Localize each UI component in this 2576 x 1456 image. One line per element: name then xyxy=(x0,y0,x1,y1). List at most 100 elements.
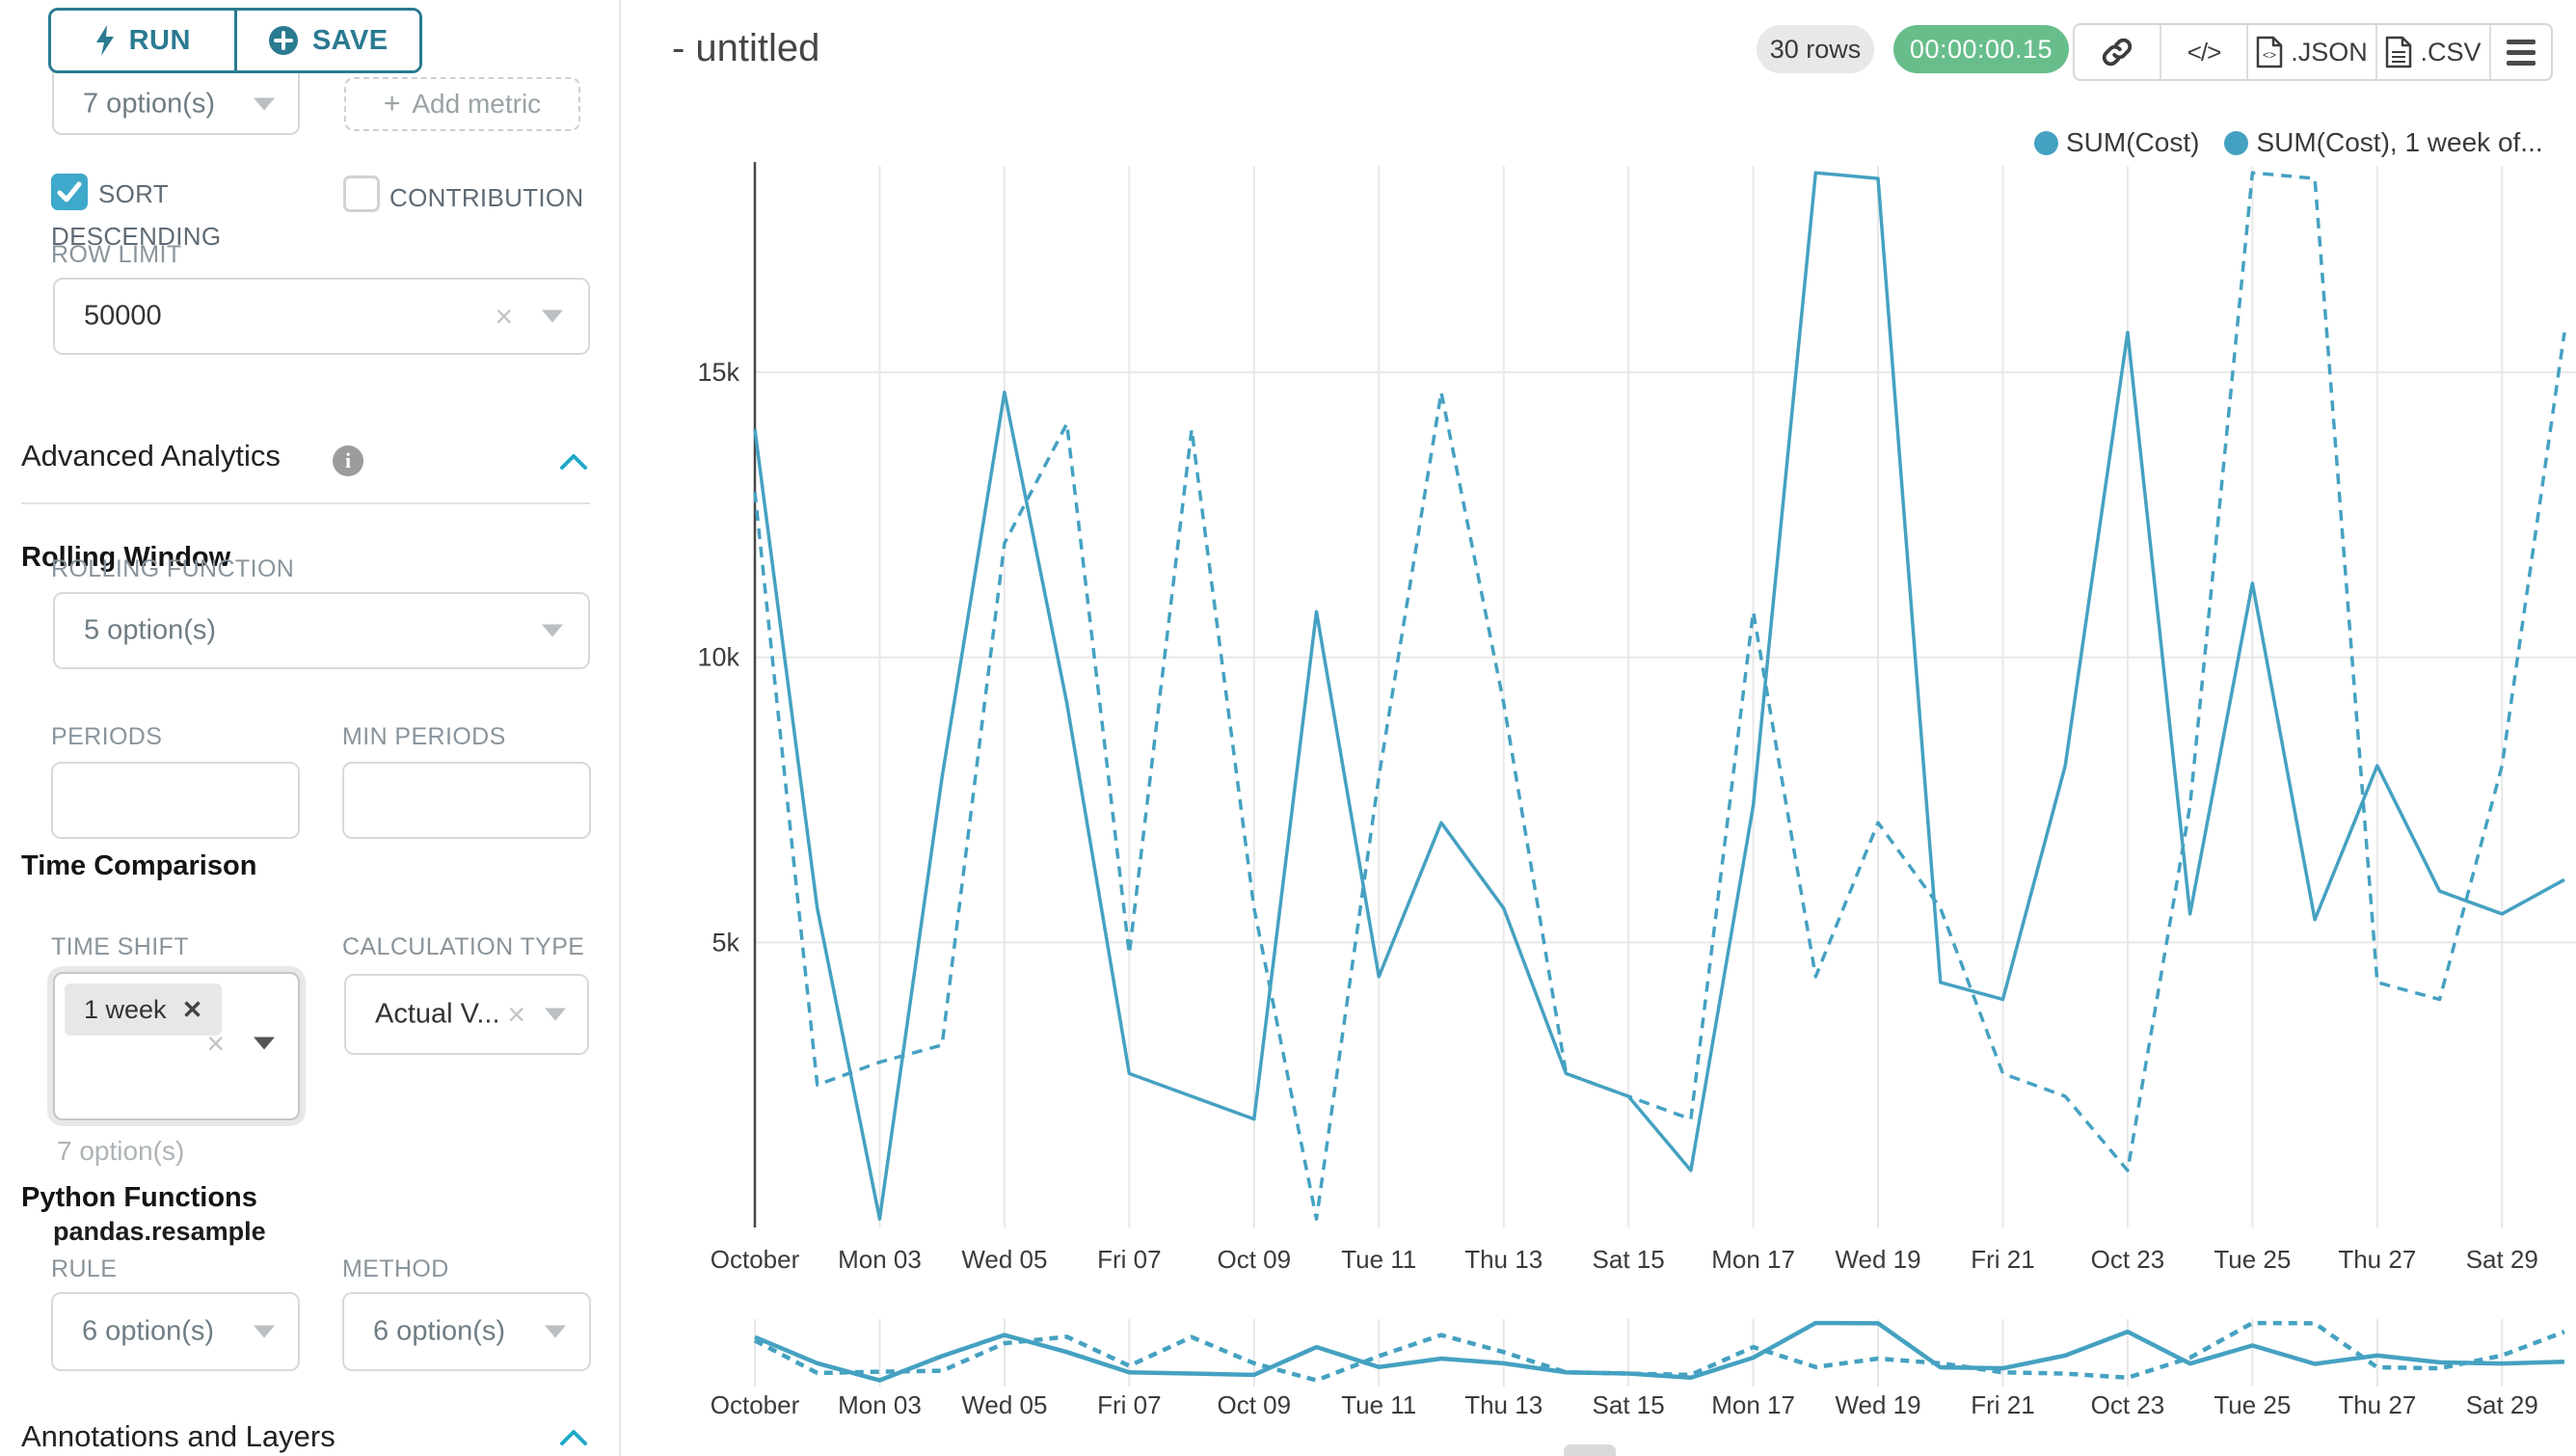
export-csv-label: .CSV xyxy=(2420,37,2482,67)
rolling-function-label: ROLLING FUNCTION xyxy=(51,555,295,582)
export-json-button[interactable]: <> .JSON xyxy=(2246,25,2375,79)
x-axis-tick-label: Thu 27 xyxy=(2338,1245,2416,1274)
x-axis-tick-label: October xyxy=(711,1245,800,1274)
clear-icon[interactable]: × xyxy=(507,997,525,1032)
chevron-down-icon xyxy=(545,1325,566,1338)
legend-dot-icon xyxy=(2034,130,2058,155)
preview-tick-label: Thu 13 xyxy=(1464,1390,1543,1419)
legend-dot-icon xyxy=(2224,130,2249,155)
control-panel-sidebar: 7 option(s) + Add metric RUN SAVE xyxy=(0,0,619,1456)
export-csv-button[interactable]: .CSV xyxy=(2375,25,2489,79)
x-axis-tick-label: Oct 23 xyxy=(2091,1245,2165,1274)
min-periods-input[interactable] xyxy=(342,762,591,839)
check-icon xyxy=(57,181,82,202)
x-axis-tick-label: Sat 29 xyxy=(2466,1245,2538,1274)
sort-descending-label-2: DESCENDING xyxy=(51,222,222,251)
time-shift-chip-label: 1 week xyxy=(84,994,167,1024)
preview-line-main xyxy=(754,1320,2565,1383)
info-icon[interactable]: i xyxy=(333,445,363,476)
pandas-resample-item: pandas.resample xyxy=(53,1217,266,1246)
panel-resize-handle[interactable] xyxy=(1564,1444,1616,1456)
save-button[interactable]: SAVE xyxy=(233,11,419,70)
plus-circle-icon xyxy=(268,26,298,55)
legend-item-sum-cost-offset[interactable]: SUM(Cost), 1 week of... xyxy=(2224,127,2543,158)
preview-line-offset xyxy=(753,1320,2565,1383)
preview-tick-label: Wed 05 xyxy=(961,1390,1047,1419)
clear-icon[interactable]: × xyxy=(206,1026,225,1061)
hamburger-menu-icon xyxy=(2507,39,2536,66)
chart-title[interactable]: - untitled xyxy=(672,27,820,69)
csv-file-icon xyxy=(2386,36,2412,68)
preview-tick-label: Fri 07 xyxy=(1097,1390,1161,1419)
add-metric-button[interactable]: + Add metric xyxy=(344,77,580,131)
preview-tick-label: Mon 03 xyxy=(838,1390,922,1419)
legend-item-sum-cost[interactable]: SUM(Cost) xyxy=(2034,127,2199,158)
chart-menu-button[interactable] xyxy=(2489,25,2551,79)
rule-value: 6 option(s) xyxy=(82,1315,215,1347)
sort-descending-checkbox[interactable] xyxy=(51,174,88,210)
x-axis-tick-label: Tue 25 xyxy=(2214,1245,2291,1274)
lightning-bolt-icon xyxy=(95,25,114,56)
series-line-offset xyxy=(753,171,2566,1221)
json-file-icon: <> xyxy=(2256,36,2283,68)
panel-divider[interactable] xyxy=(619,0,621,1456)
periods-input[interactable] xyxy=(51,762,300,839)
preview-tick-label: October xyxy=(711,1390,800,1419)
clear-icon[interactable]: × xyxy=(495,299,513,334)
preview-tick-label: Tue 25 xyxy=(2214,1390,2291,1419)
legend-label: SUM(Cost), 1 week of... xyxy=(2256,127,2543,157)
time-shift-label: TIME SHIFT xyxy=(51,933,189,960)
query-timer-badge: 00:00:00.15 xyxy=(1893,25,2069,73)
advanced-analytics-title: Advanced Analytics xyxy=(21,439,281,472)
time-shift-helper: 7 option(s) xyxy=(57,1136,185,1166)
time-shift-multiselect[interactable]: 1 week ✕ × xyxy=(53,972,300,1120)
x-axis-tick-label: Sat 15 xyxy=(1593,1245,1665,1274)
python-functions-title: Python Functions xyxy=(21,1182,257,1213)
row-limit-select[interactable]: 50000 × xyxy=(53,278,590,355)
contribution-label: CONTRIBUTION xyxy=(389,183,584,212)
export-json-label: .JSON xyxy=(2291,37,2368,67)
preview-tick-label: Sat 29 xyxy=(2466,1390,2538,1419)
collapse-chevron-up-icon[interactable] xyxy=(559,453,588,471)
collapse-chevron-up-icon[interactable] xyxy=(559,1429,588,1446)
x-axis-tick-label: Mon 17 xyxy=(1711,1245,1795,1274)
time-shift-chip[interactable]: 1 week ✕ xyxy=(65,984,223,1036)
embed-code-button[interactable]: </> xyxy=(2160,25,2246,79)
chevron-down-icon xyxy=(254,97,275,111)
save-button-label: SAVE xyxy=(311,24,389,56)
rolling-function-select[interactable]: 5 option(s) xyxy=(53,592,590,669)
remove-chip-icon[interactable]: ✕ xyxy=(181,994,203,1024)
x-axis-tick-label: Fri 07 xyxy=(1097,1245,1161,1274)
min-periods-label: MIN PERIODS xyxy=(342,723,506,750)
time-comparison-title: Time Comparison xyxy=(21,850,257,881)
preview-tick-label: Wed 19 xyxy=(1835,1390,1920,1419)
x-axis-tick-label: Tue 11 xyxy=(1341,1245,1416,1274)
y-axis-tick-label: 10k xyxy=(697,643,739,672)
x-axis-tick-label: Oct 09 xyxy=(1217,1245,1291,1274)
rolling-window-title: Rolling Window xyxy=(21,542,231,573)
rule-select[interactable]: 6 option(s) xyxy=(51,1292,300,1371)
x-axis-tick-label: Mon 03 xyxy=(838,1245,922,1274)
main-chart-area xyxy=(636,164,2576,1234)
rolling-function-value: 5 option(s) xyxy=(84,614,217,646)
calculation-type-value: Actual V... xyxy=(375,998,500,1030)
preview-range-selector[interactable] xyxy=(636,1311,2576,1398)
legend-label: SUM(Cost) xyxy=(2066,127,2200,157)
preview-tick-label: Thu 27 xyxy=(2338,1390,2416,1419)
y-axis-tick-label: 15k xyxy=(697,358,739,387)
section-divider xyxy=(21,502,590,504)
calculation-type-select[interactable]: Actual V... × xyxy=(344,974,589,1055)
run-save-button-group: RUN SAVE xyxy=(48,8,422,73)
x-axis-tick-label: Fri 21 xyxy=(1971,1245,2034,1274)
copy-link-button[interactable] xyxy=(2075,25,2160,79)
row-count-badge: 30 rows xyxy=(1757,25,1874,73)
x-axis-tick-label: Thu 13 xyxy=(1464,1245,1543,1274)
contribution-checkbox[interactable] xyxy=(343,175,380,212)
method-value: 6 option(s) xyxy=(373,1315,506,1347)
preview-tick-label: Mon 17 xyxy=(1711,1390,1795,1419)
run-button[interactable]: RUN xyxy=(51,11,234,70)
link-icon xyxy=(2102,38,2133,67)
method-select[interactable]: 6 option(s) xyxy=(342,1292,591,1371)
